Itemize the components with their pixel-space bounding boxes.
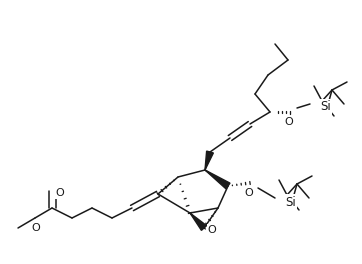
Text: O: O bbox=[285, 117, 293, 127]
Polygon shape bbox=[205, 151, 213, 170]
Text: O: O bbox=[208, 225, 216, 235]
Polygon shape bbox=[205, 170, 230, 189]
Text: Si: Si bbox=[320, 101, 331, 114]
Polygon shape bbox=[190, 213, 207, 230]
Text: Si: Si bbox=[285, 196, 296, 209]
Text: O: O bbox=[56, 188, 64, 198]
Text: O: O bbox=[31, 223, 41, 233]
Text: O: O bbox=[245, 188, 253, 198]
